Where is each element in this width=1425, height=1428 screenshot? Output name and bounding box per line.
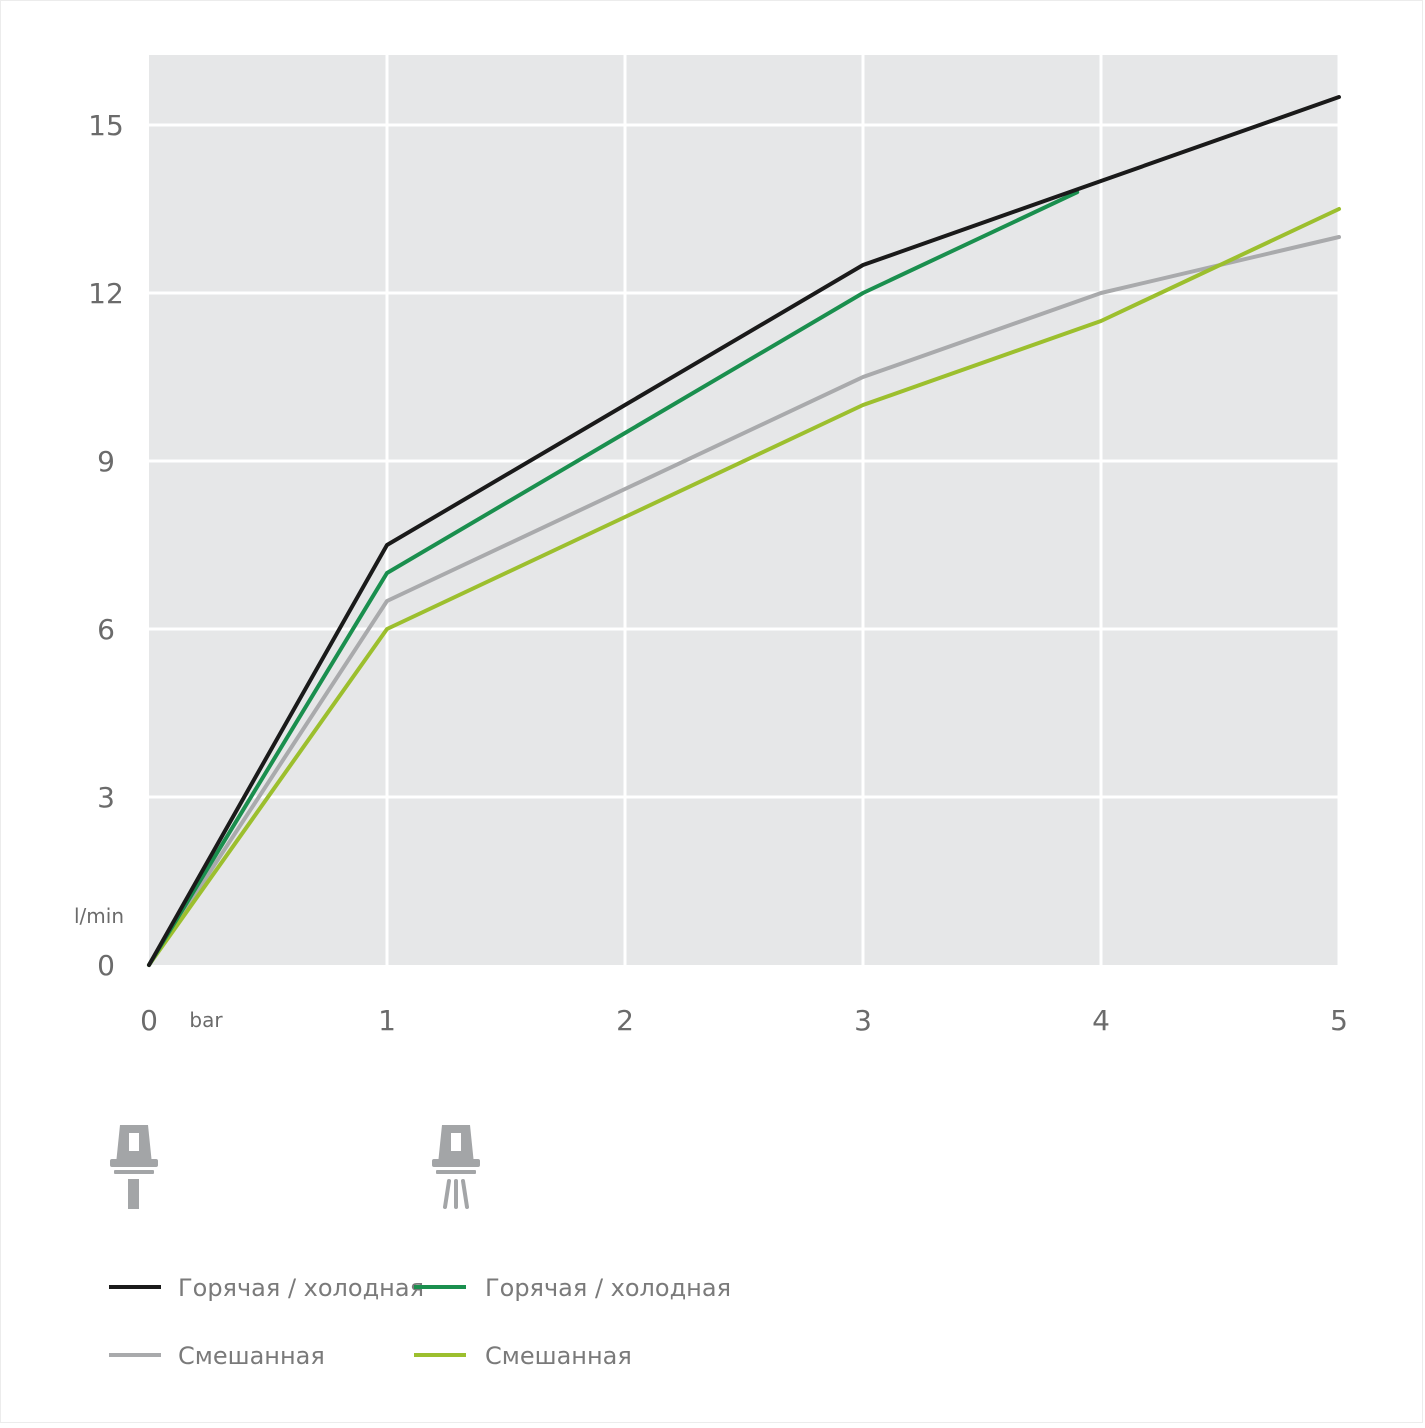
legend-item-jet-mixed: Смешанная bbox=[109, 1342, 325, 1370]
x-tick-label: 0 bbox=[140, 1004, 158, 1037]
x-tick-label: 1 bbox=[378, 1004, 396, 1037]
rain-spray-head-icon bbox=[432, 1125, 480, 1209]
legend-label: Смешанная bbox=[178, 1342, 325, 1370]
y-tick-label: 12 bbox=[88, 277, 124, 310]
legend-item-spray-hot-cold: Горячая / холодная bbox=[414, 1274, 731, 1302]
x-axis-unit-label: bar bbox=[189, 1008, 223, 1032]
y-axis-ticks: 0 3 6 9 12 15 bbox=[88, 109, 124, 982]
y-tick-label: 6 bbox=[97, 613, 115, 646]
series-line-2 bbox=[147, 190, 1080, 967]
y-tick-label: 15 bbox=[88, 109, 124, 142]
y-tick-label: 9 bbox=[97, 445, 115, 478]
jet-spray-head-icon bbox=[110, 1125, 158, 1209]
x-tick-label: 2 bbox=[616, 1004, 634, 1037]
x-axis-ticks: 0 1 2 3 4 5 bbox=[140, 1004, 1348, 1037]
y-axis-unit-label: l/min bbox=[74, 904, 124, 928]
series-line-1 bbox=[147, 235, 1341, 967]
legend-item-jet-hot-cold: Горячая / холодная bbox=[109, 1274, 424, 1302]
legend-label: Смешанная bbox=[485, 1342, 632, 1370]
x-tick-label: 3 bbox=[854, 1004, 872, 1037]
y-tick-label: 0 bbox=[97, 949, 115, 982]
legend-label: Горячая / холодная bbox=[178, 1274, 424, 1302]
series-line-0 bbox=[147, 95, 1341, 967]
y-tick-label: 3 bbox=[97, 781, 115, 814]
x-tick-label: 4 bbox=[1092, 1004, 1110, 1037]
grid-lines bbox=[149, 55, 1341, 965]
legend-item-spray-mixed: Смешанная bbox=[414, 1342, 632, 1370]
legend: Горячая / холодная Горячая / холодная См… bbox=[109, 1274, 731, 1370]
legend-label: Горячая / холодная bbox=[485, 1274, 731, 1302]
series-lines bbox=[147, 95, 1341, 967]
x-tick-label: 5 bbox=[1330, 1004, 1348, 1037]
series-line-3 bbox=[147, 207, 1341, 967]
plot-background bbox=[149, 55, 1339, 965]
